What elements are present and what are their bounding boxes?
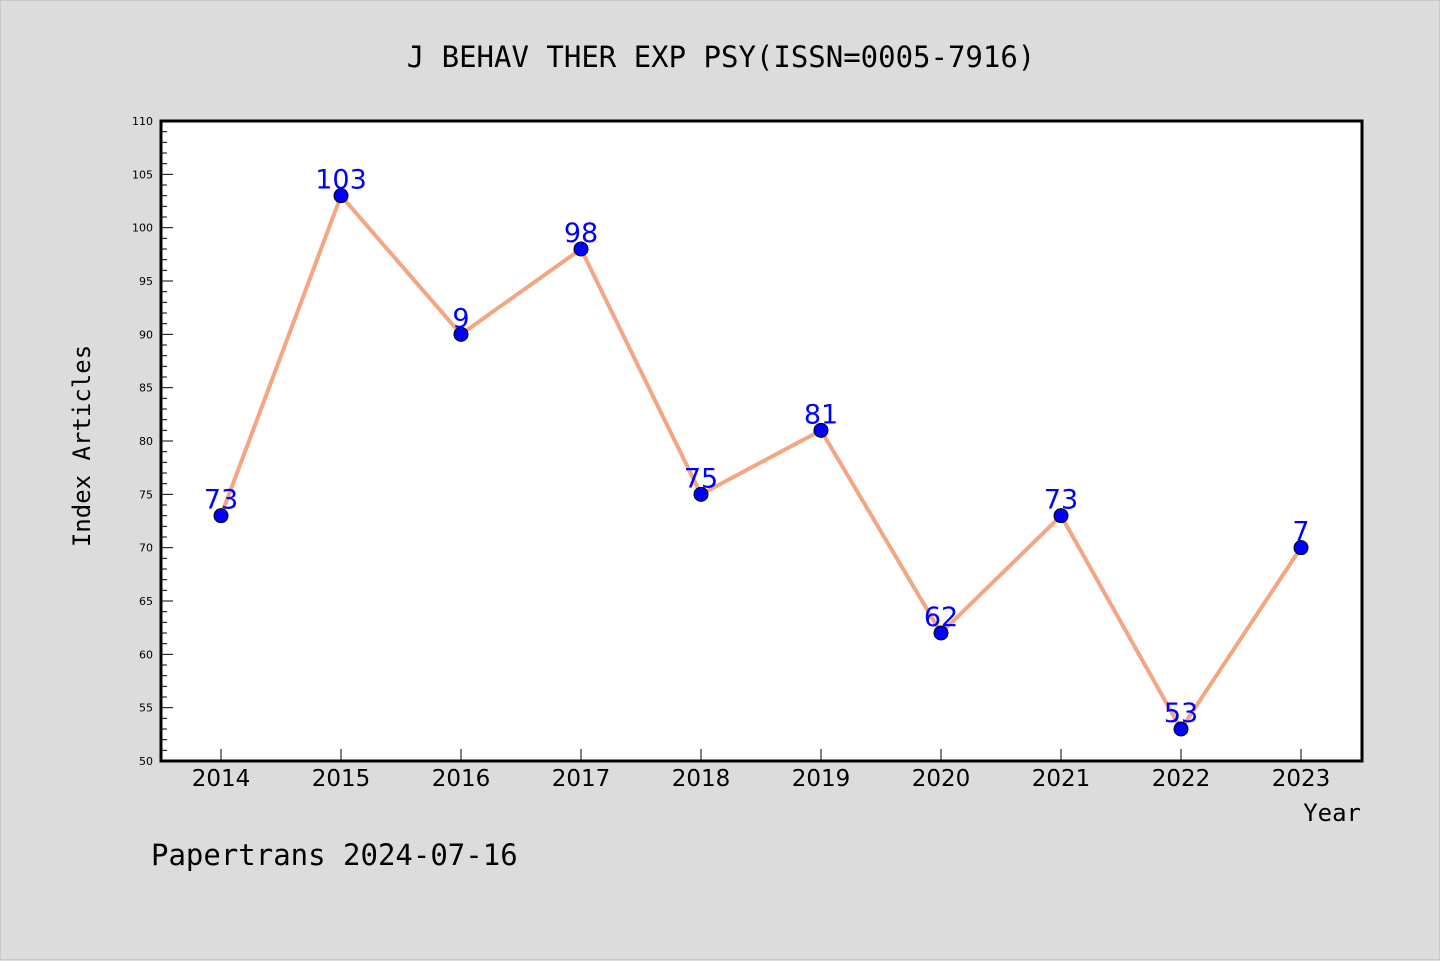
data-point: [213, 508, 229, 524]
data-point: [933, 625, 949, 641]
data-point: [453, 326, 469, 342]
y-axis-ticks: 50 55 60 65 70 75 80 85 90 95 100 105 110: [132, 115, 173, 768]
y-tick-label: 90: [139, 328, 153, 341]
x-tick-label: 2021: [1032, 766, 1091, 792]
x-tick-label: 2016: [432, 766, 491, 792]
x-tick-label: 2020: [912, 766, 971, 792]
y-tick-label: 50: [139, 755, 153, 768]
x-tick-label: 2015: [312, 766, 371, 792]
data-label: 103: [315, 165, 367, 196]
data-point: [1293, 540, 1309, 556]
y-tick-label: 65: [139, 595, 153, 608]
series-line: [219, 193, 1303, 731]
x-tick-label: 2017: [552, 766, 611, 792]
data-label: 98: [564, 218, 598, 249]
footer-credit: Papertrans 2024-07-16: [151, 838, 518, 872]
x-tick-label: 2023: [1272, 766, 1331, 792]
y-tick-label: 55: [139, 702, 153, 715]
data-point: [1053, 508, 1069, 524]
data-label: 81: [804, 399, 838, 430]
x-axis-ticks: 2014 2015 2016 2017 2018 2019 2020 2021 2022 2023: [192, 749, 1331, 792]
y-tick-label: 85: [139, 382, 153, 395]
chart-title: J BEHAV THER EXP PSY(ISSN=0005-7916): [407, 40, 1036, 74]
x-tick-label: 2019: [792, 766, 851, 792]
series-markers: [213, 188, 1309, 737]
data-point: [693, 486, 709, 502]
data-label: 7: [1292, 517, 1309, 548]
x-tick-label: 2018: [672, 766, 731, 792]
y-tick-label: 60: [139, 648, 153, 661]
data-label: 73: [204, 485, 238, 516]
data-label: 73: [1044, 485, 1078, 516]
data-label: 75: [684, 463, 718, 494]
plot-area: [161, 121, 1362, 761]
data-label: 62: [924, 602, 958, 633]
data-point: [573, 241, 589, 257]
x-tick-label: 2022: [1152, 766, 1211, 792]
x-axis-label: Year: [1303, 799, 1361, 827]
y-tick-label: 70: [139, 542, 153, 555]
data-label: 9: [452, 303, 469, 334]
y-tick-label: 80: [139, 435, 153, 448]
y-axis-label: Index Articles: [68, 345, 96, 547]
data-labels: 73 103 9 98 75 81 62 73 53 7: [204, 165, 1310, 729]
data-point: [813, 422, 829, 438]
plot-border: [159, 119, 1364, 763]
y-tick-label: 100: [132, 222, 153, 235]
data-point: [1173, 721, 1189, 737]
data-label: 53: [1164, 698, 1198, 729]
data-point: [333, 188, 349, 204]
y-tick-label: 105: [132, 168, 153, 181]
x-tick-label: 2014: [192, 766, 251, 792]
y-tick-label: 110: [132, 115, 153, 128]
y-tick-label: 95: [139, 275, 153, 288]
y-tick-label: 75: [139, 488, 153, 501]
